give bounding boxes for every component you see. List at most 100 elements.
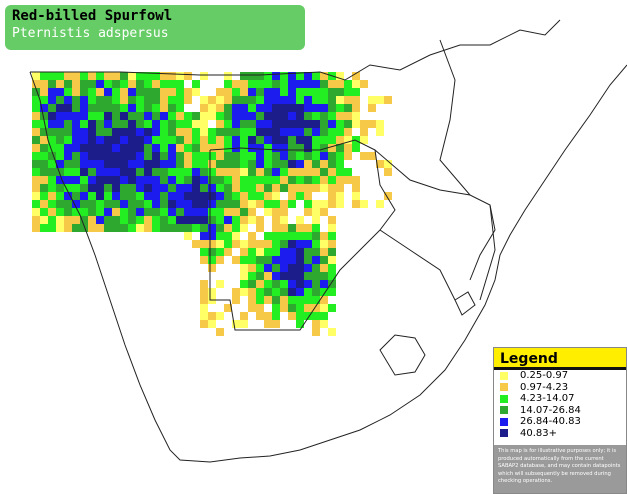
cell xyxy=(272,200,280,208)
cell xyxy=(296,232,304,240)
cell xyxy=(336,152,344,160)
cell xyxy=(224,112,232,120)
title: Red-billed Spurfowl xyxy=(12,8,173,24)
cell xyxy=(200,216,208,224)
cell xyxy=(272,304,280,312)
cell xyxy=(40,192,48,200)
cell xyxy=(104,136,112,144)
cell xyxy=(328,184,336,192)
cell xyxy=(184,136,192,144)
cell xyxy=(160,72,168,80)
cell xyxy=(368,120,376,128)
cell xyxy=(96,168,104,176)
cell xyxy=(120,96,128,104)
cell xyxy=(328,272,336,280)
cell xyxy=(248,96,256,104)
cell xyxy=(128,160,136,168)
cell xyxy=(296,128,304,136)
cell xyxy=(72,208,80,216)
cell xyxy=(72,168,80,176)
cell xyxy=(208,256,216,264)
cell xyxy=(152,168,160,176)
cell xyxy=(104,176,112,184)
cell xyxy=(256,304,264,312)
cell xyxy=(384,160,392,168)
cell xyxy=(80,152,88,160)
cell xyxy=(176,200,184,208)
cell xyxy=(208,264,216,272)
cell xyxy=(296,96,304,104)
cell xyxy=(248,264,256,272)
cell xyxy=(336,128,344,136)
cell xyxy=(184,72,192,80)
cell xyxy=(32,96,40,104)
subtitle: Pternistis adspersus xyxy=(12,26,169,41)
cell xyxy=(112,200,120,208)
cell xyxy=(224,88,232,96)
zimbabwe-border xyxy=(374,149,496,281)
cell xyxy=(336,72,344,80)
cell xyxy=(64,200,72,208)
cell xyxy=(328,152,336,160)
cell xyxy=(40,152,48,160)
cell xyxy=(40,112,48,120)
cell xyxy=(112,112,120,120)
legend-item: 4.23-14.07 xyxy=(494,393,626,405)
cell xyxy=(72,104,80,112)
cell xyxy=(168,72,176,80)
cell xyxy=(264,96,272,104)
cell xyxy=(240,272,248,280)
cell xyxy=(40,216,48,224)
cell xyxy=(208,96,216,104)
cell xyxy=(176,208,184,216)
cell xyxy=(144,192,152,200)
cell xyxy=(280,272,288,280)
cell xyxy=(232,184,240,192)
cell xyxy=(264,192,272,200)
cell xyxy=(336,96,344,104)
cell xyxy=(112,168,120,176)
cell xyxy=(192,160,200,168)
cell xyxy=(88,112,96,120)
cell xyxy=(88,208,96,216)
cell xyxy=(192,184,200,192)
cell xyxy=(152,216,160,224)
legend-item: 0.97-4.23 xyxy=(494,382,626,394)
cell xyxy=(240,136,248,144)
cell xyxy=(344,80,352,88)
legend-label: 40.83+ xyxy=(520,427,558,439)
cell xyxy=(32,80,40,88)
cell xyxy=(104,96,112,104)
cell xyxy=(336,176,344,184)
cell xyxy=(144,128,152,136)
cell xyxy=(32,216,40,224)
cell xyxy=(120,160,128,168)
cell xyxy=(352,88,360,96)
cell xyxy=(104,192,112,200)
cell xyxy=(80,120,88,128)
cell xyxy=(336,112,344,120)
cell xyxy=(192,112,200,120)
cell xyxy=(80,72,88,80)
cell xyxy=(48,88,56,96)
cell xyxy=(152,88,160,96)
cell xyxy=(352,104,360,112)
cell xyxy=(272,208,280,216)
cell xyxy=(272,136,280,144)
cell xyxy=(312,136,320,144)
cell xyxy=(304,224,312,232)
cell xyxy=(120,224,128,232)
cell xyxy=(208,136,216,144)
cell xyxy=(304,296,312,304)
cell xyxy=(248,104,256,112)
lesotho-border xyxy=(379,334,426,376)
cell xyxy=(168,136,176,144)
cell xyxy=(312,168,320,176)
disclaimer: This map is for illustrative purposes on… xyxy=(494,445,626,493)
cell xyxy=(328,200,336,208)
cell xyxy=(320,120,328,128)
cell xyxy=(224,232,232,240)
cell xyxy=(200,208,208,216)
cell xyxy=(216,280,224,288)
cell xyxy=(280,144,288,152)
